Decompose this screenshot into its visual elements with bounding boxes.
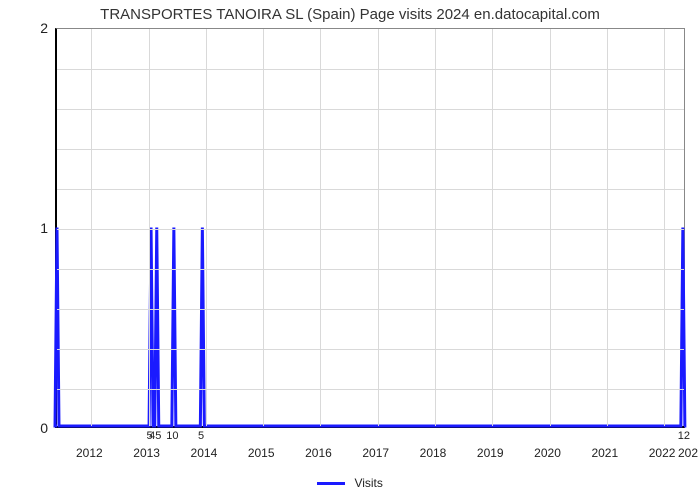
legend-swatch <box>317 482 345 485</box>
spike-label: 5 <box>198 430 204 442</box>
visits-line <box>57 29 684 426</box>
hgrid-line <box>57 389 684 390</box>
vgrid-line <box>320 29 321 426</box>
chart-canvas: TRANSPORTES TANOIRA SL (Spain) Page visi… <box>0 0 700 500</box>
spike-label: 10 <box>166 430 178 442</box>
ytick-label: 2 <box>8 20 48 36</box>
vgrid-line <box>263 29 264 426</box>
xtick-label: 2014 <box>191 446 218 460</box>
xtick-label: 2019 <box>477 446 504 460</box>
ytick-label: 1 <box>8 220 48 236</box>
hgrid-line <box>57 69 684 70</box>
spike-label: 45 <box>149 430 161 442</box>
xtick-label: 2021 <box>591 446 618 460</box>
hgrid-line <box>57 269 684 270</box>
hgrid-line <box>57 229 684 230</box>
legend: Visits <box>0 475 700 490</box>
xtick-label: 2015 <box>248 446 275 460</box>
vgrid-line <box>206 29 207 426</box>
vgrid-line <box>664 29 665 426</box>
vgrid-line <box>435 29 436 426</box>
vgrid-line <box>378 29 379 426</box>
vgrid-line <box>149 29 150 426</box>
xtick-label: 2016 <box>305 446 332 460</box>
vgrid-line <box>550 29 551 426</box>
vgrid-line <box>607 29 608 426</box>
xtick-label: 2020 <box>534 446 561 460</box>
chart-title: TRANSPORTES TANOIRA SL (Spain) Page visi… <box>0 6 700 23</box>
hgrid-line <box>57 349 684 350</box>
xtick-label-edge: 202 <box>678 446 698 460</box>
plot-area <box>55 28 685 428</box>
legend-label: Visits <box>354 476 382 490</box>
hgrid-line <box>57 149 684 150</box>
xtick-label: 2017 <box>362 446 389 460</box>
hgrid-line <box>57 309 684 310</box>
vgrid-line <box>91 29 92 426</box>
spike-label: 12 <box>678 430 690 442</box>
xtick-label: 2018 <box>420 446 447 460</box>
xtick-label: 2012 <box>76 446 103 460</box>
xtick-label: 2013 <box>133 446 160 460</box>
hgrid-line <box>57 109 684 110</box>
vgrid-line <box>492 29 493 426</box>
hgrid-line <box>57 189 684 190</box>
ytick-label: 0 <box>8 420 48 436</box>
xtick-label: 2022 <box>649 446 676 460</box>
